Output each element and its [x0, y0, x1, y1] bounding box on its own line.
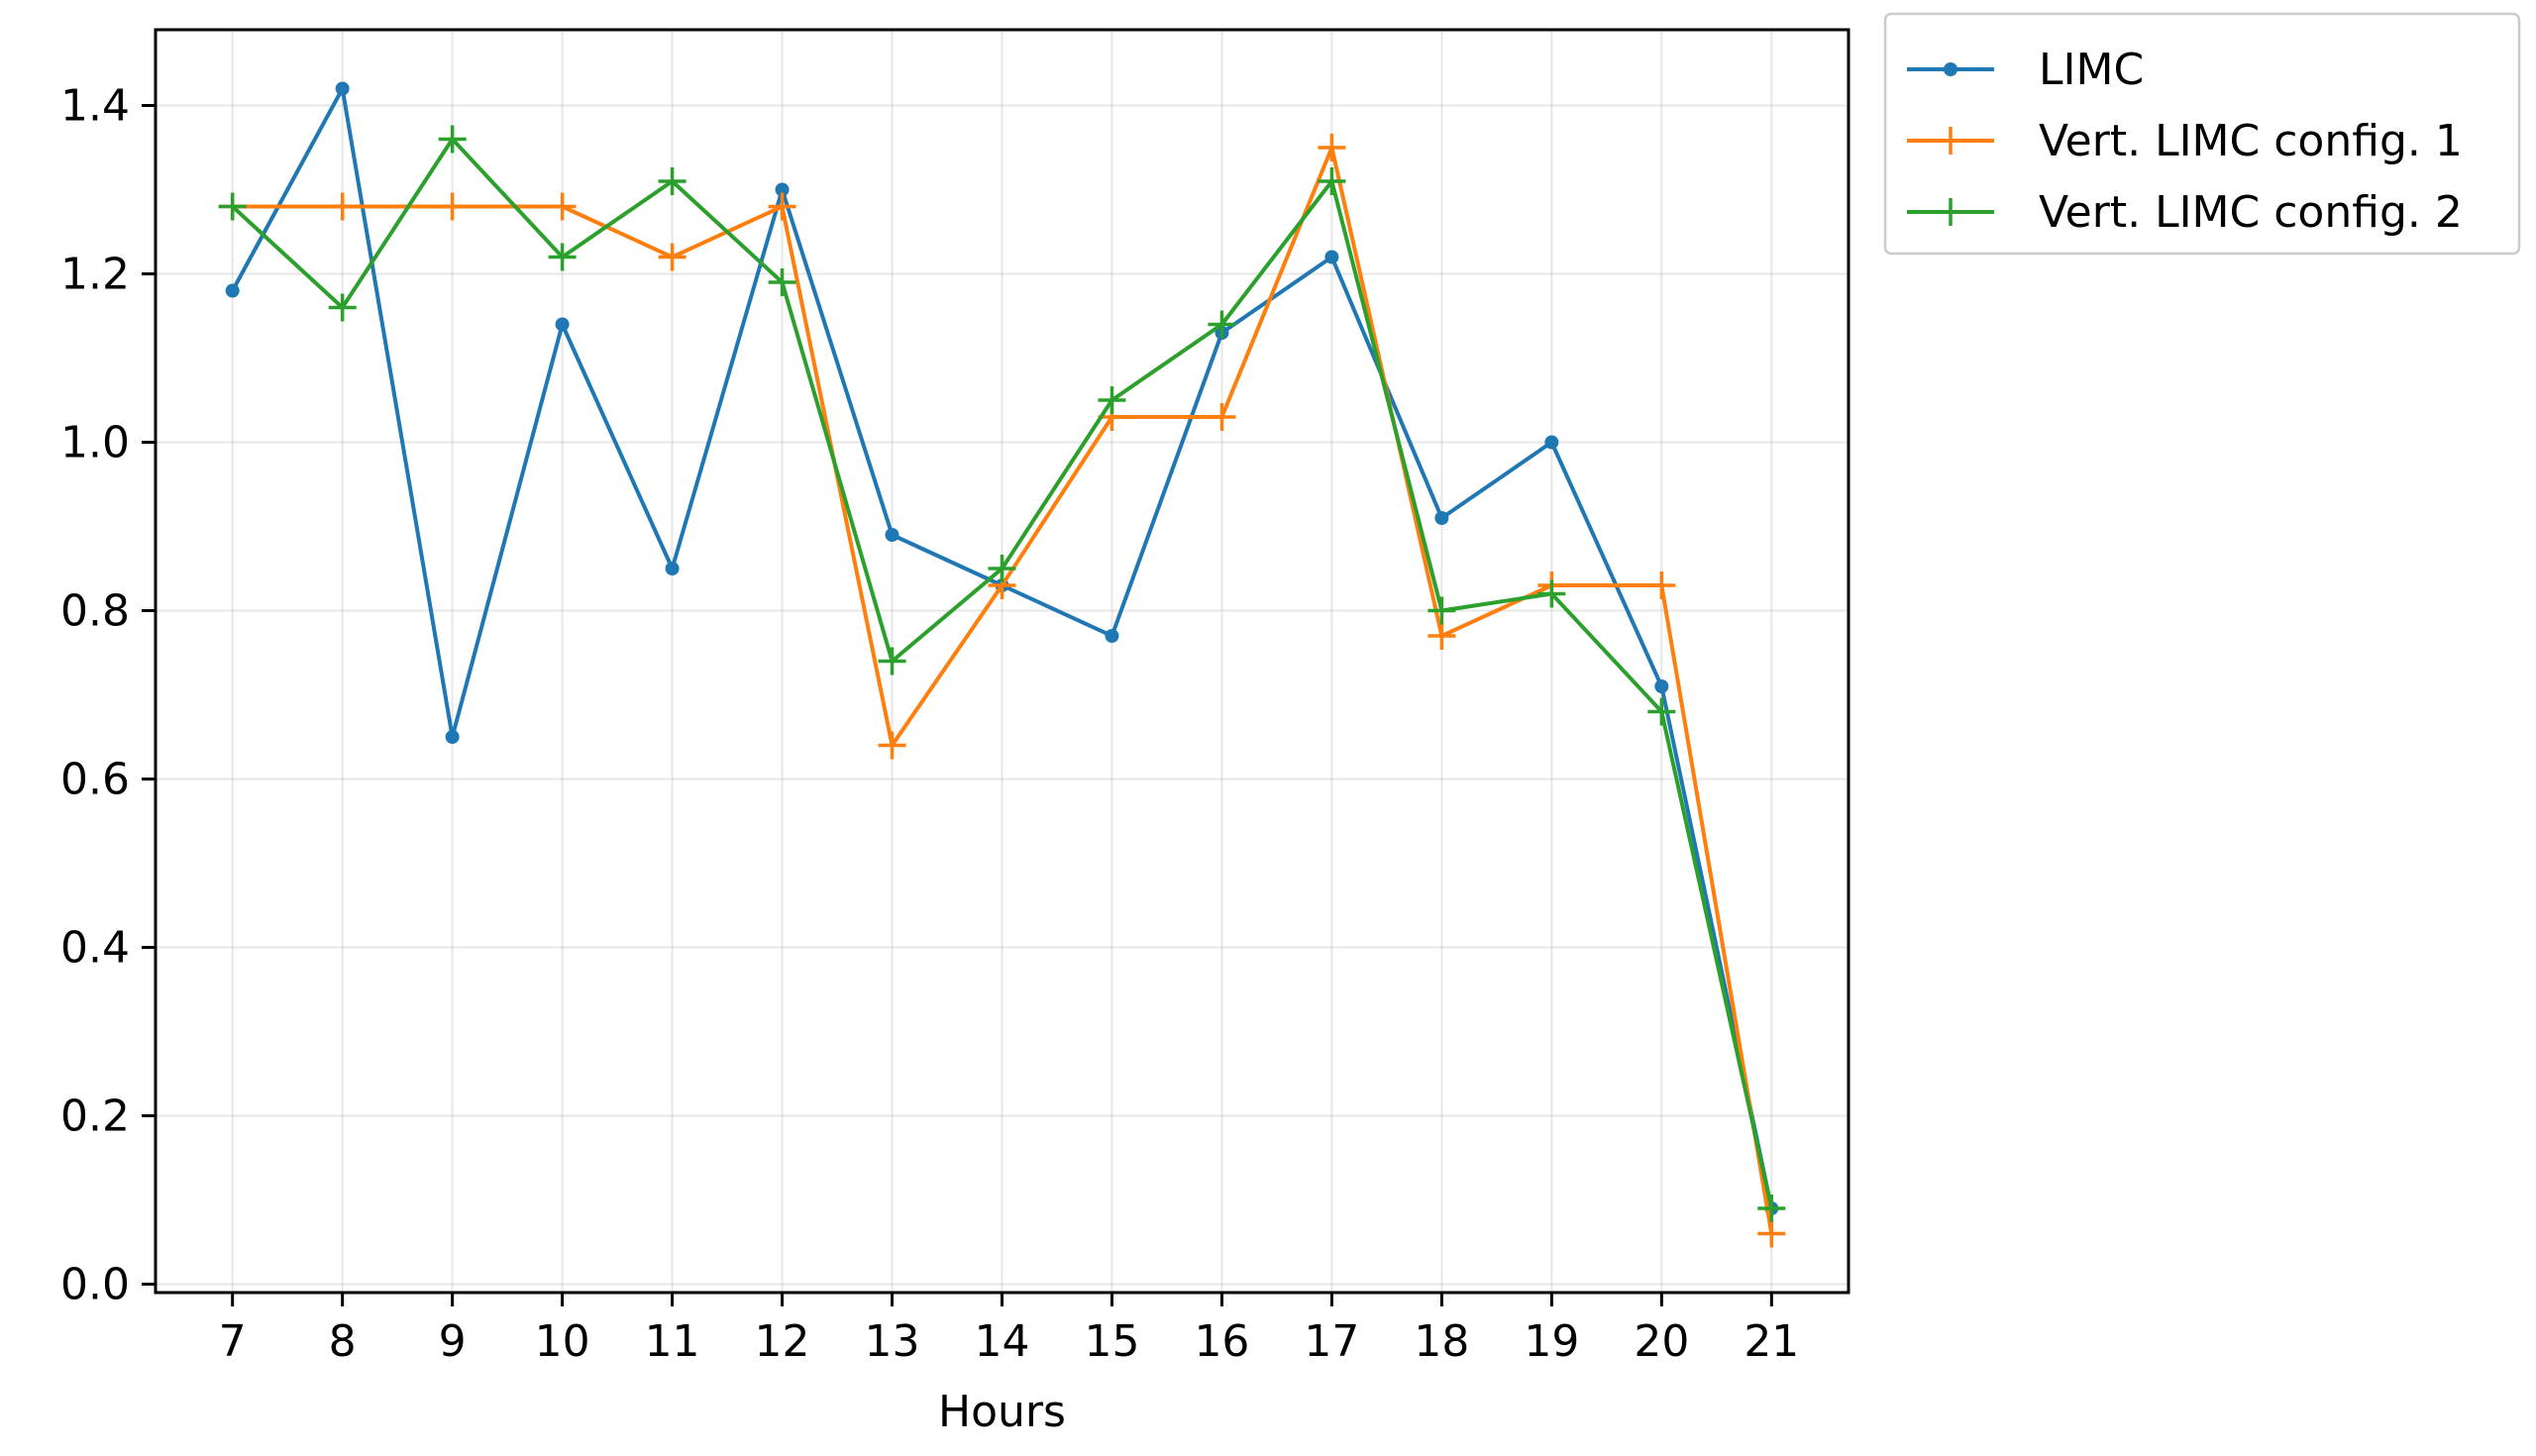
data-point — [555, 317, 570, 332]
data-point — [1105, 629, 1119, 643]
data-point — [885, 528, 899, 542]
data-point — [438, 192, 467, 221]
data-point — [768, 268, 796, 296]
data-point — [1757, 1219, 1786, 1248]
data-point — [1318, 134, 1346, 161]
data-point — [1544, 435, 1559, 450]
y-tick-label: 0.0 — [60, 1260, 130, 1310]
data-point — [658, 167, 687, 195]
data-point — [1324, 250, 1339, 264]
data-point — [1208, 310, 1236, 339]
data-point — [328, 293, 357, 322]
data-point — [225, 283, 240, 298]
data-point — [665, 562, 680, 575]
y-axis: 0.0 0.2 0.4 0.6 0.8 1.0 1.2 1.4 — [60, 81, 156, 1310]
data-point — [878, 647, 906, 676]
x-tick-label: 12 — [755, 1316, 810, 1367]
legend-marker — [1937, 127, 1964, 155]
x-tick-label: 9 — [439, 1316, 467, 1367]
legend-item: LIMC — [1907, 45, 2144, 95]
data-point — [1208, 403, 1236, 431]
y-tick-label: 1.2 — [60, 250, 130, 300]
data-point — [1647, 697, 1676, 726]
data-point — [218, 192, 247, 221]
series-layer — [218, 81, 1786, 1248]
legend-box — [1883, 12, 2521, 256]
data-point — [1654, 679, 1669, 693]
x-tick-label: 13 — [865, 1316, 920, 1367]
data-point — [335, 81, 350, 96]
y-tick-label: 1.4 — [60, 81, 130, 132]
data-point — [878, 731, 906, 760]
data-point — [988, 555, 1016, 582]
legend-marker — [1937, 198, 1964, 226]
legend-label: Vert. LIMC config. 2 — [2039, 187, 2463, 238]
x-tick-label: 7 — [219, 1316, 247, 1367]
y-tick-label: 0.2 — [60, 1092, 130, 1142]
data-point — [1757, 1195, 1786, 1222]
data-point — [658, 243, 687, 271]
x-tick-label: 20 — [1634, 1316, 1689, 1367]
data-point — [445, 730, 460, 744]
data-point — [1318, 167, 1346, 195]
legend-label: Vert. LIMC config. 1 — [2039, 116, 2463, 166]
data-point — [1098, 386, 1126, 414]
x-axis: 7 8 9 10 11 12 13 14 15 16 17 18 19 20 21 — [219, 1293, 1799, 1367]
legend-label: LIMC — [2039, 45, 2144, 95]
data-point — [1427, 596, 1456, 625]
x-tick-label: 16 — [1194, 1316, 1249, 1367]
data-point — [1647, 572, 1676, 599]
grid — [156, 30, 1849, 1293]
series-3 — [218, 125, 1786, 1222]
y-tick-label: 0.8 — [60, 586, 130, 637]
x-tick-label: 19 — [1524, 1316, 1579, 1367]
data-point — [1537, 579, 1566, 608]
data-point — [548, 192, 577, 221]
data-point — [775, 182, 790, 197]
x-tick-label: 21 — [1744, 1316, 1799, 1367]
data-point — [1427, 622, 1456, 650]
legend-marker — [1944, 62, 1957, 76]
data-point — [1434, 511, 1449, 525]
legend: LIMC Vert. LIMC config. 1 Vert. LIMC confi… — [1883, 12, 2521, 256]
x-tick-label: 17 — [1304, 1316, 1359, 1367]
data-point — [328, 192, 357, 221]
x-tick-label: 15 — [1084, 1316, 1139, 1367]
legend-item: Vert. LIMC config. 2 — [1907, 187, 2463, 238]
x-tick-label: 10 — [535, 1316, 590, 1367]
x-tick-label: 18 — [1414, 1316, 1469, 1367]
y-tick-label: 0.6 — [60, 755, 130, 805]
y-tick-label: 0.4 — [60, 923, 130, 974]
x-tick-label: 14 — [975, 1316, 1030, 1367]
data-point — [438, 125, 467, 154]
legend-item: Vert. LIMC config. 1 — [1907, 116, 2463, 166]
data-point — [768, 192, 796, 221]
y-tick-label: 1.0 — [60, 418, 130, 468]
x-tick-label: 11 — [645, 1316, 700, 1367]
x-tick-label: 8 — [329, 1316, 357, 1367]
data-point — [548, 243, 577, 271]
x-axis-label: Hours — [938, 1387, 1066, 1437]
